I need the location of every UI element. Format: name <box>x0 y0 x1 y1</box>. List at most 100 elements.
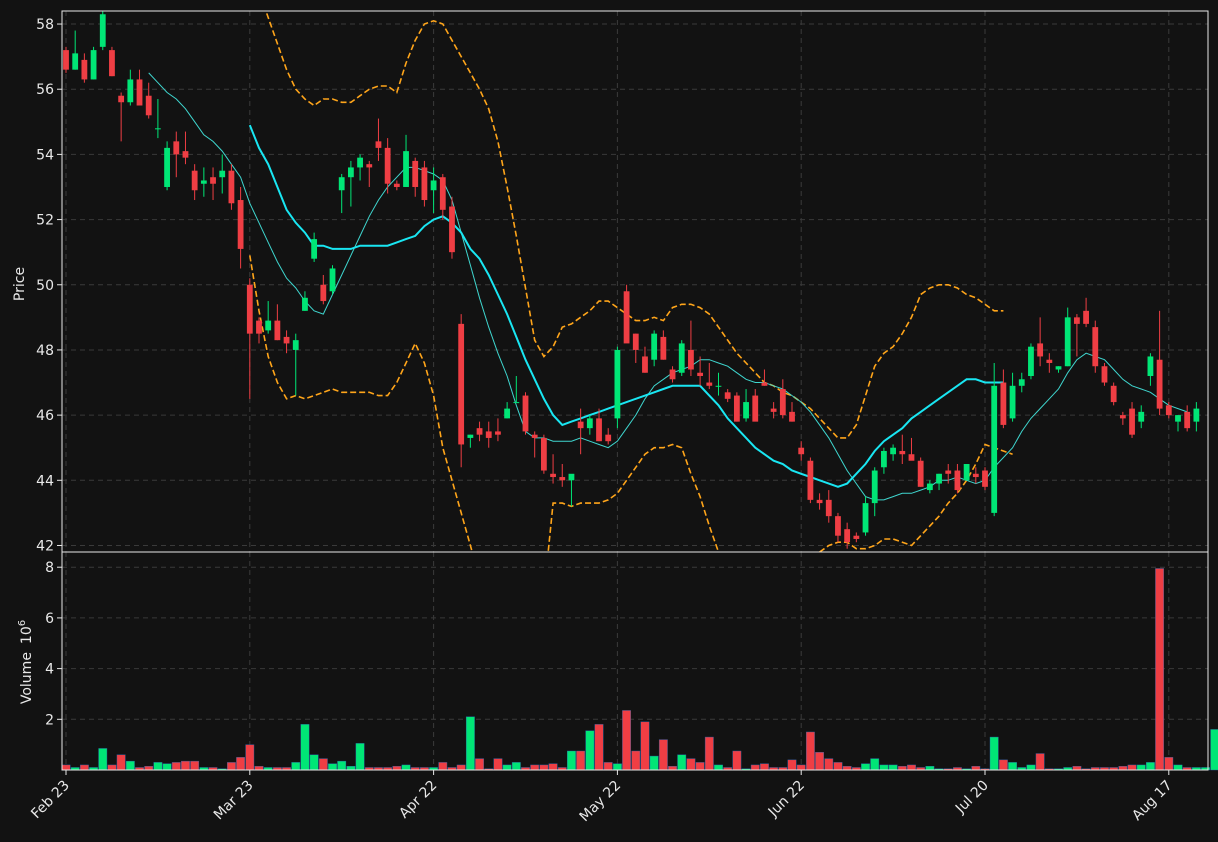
volume-axis-exponent: 6 <box>17 620 28 626</box>
volume-bar <box>1072 765 1082 771</box>
candle-body <box>99 14 106 47</box>
candle-body <box>789 411 795 422</box>
candle-body <box>495 431 501 435</box>
volume-bar <box>870 758 880 771</box>
candle-body <box>127 79 134 103</box>
volume-tick-label: 4 <box>45 662 54 678</box>
volume-bar <box>511 762 521 771</box>
candle-body <box>200 180 207 184</box>
volume-bar <box>162 763 172 771</box>
candle-body <box>770 408 777 412</box>
candle-body <box>320 284 327 302</box>
candle-body <box>816 499 823 504</box>
volume-tick-label: 6 <box>45 611 54 627</box>
volume-bar <box>291 762 301 771</box>
candle-body <box>752 395 759 422</box>
volume-bar <box>475 758 484 771</box>
candle-body <box>458 323 465 445</box>
volume-axis-name: Volume <box>19 652 35 704</box>
volume-bar <box>677 754 687 771</box>
candle-body <box>954 470 961 491</box>
volume-bar <box>815 752 824 771</box>
volume-bar <box>502 764 512 771</box>
volume-bar <box>732 750 742 771</box>
volume-bar <box>1146 762 1155 771</box>
volume-bar <box>805 731 815 771</box>
volume-bar <box>318 758 328 771</box>
candle-body <box>155 128 161 130</box>
bollinger-lower-line <box>249 255 1013 552</box>
price-tick-label: 52 <box>36 213 54 229</box>
candle-body <box>605 434 612 442</box>
candle-body <box>550 473 556 478</box>
candle-body <box>145 95 152 116</box>
candle-body <box>779 389 786 416</box>
volume-bar <box>649 755 659 771</box>
price-tick-label: 50 <box>36 278 54 294</box>
candle-body <box>733 395 740 422</box>
candle-body <box>1110 385 1117 403</box>
volume-bar <box>714 764 723 771</box>
price-tick-label: 54 <box>36 147 54 163</box>
volume-bar <box>1155 568 1165 771</box>
candle-body <box>173 141 180 155</box>
candle-body <box>191 170 198 191</box>
volume-bar <box>1136 764 1146 771</box>
volume-bar <box>171 762 181 771</box>
volume-bar <box>190 760 200 771</box>
candle-body <box>623 291 630 344</box>
volume-bar <box>61 764 71 771</box>
candlesticks <box>63 11 1200 549</box>
volume-bar <box>181 760 190 771</box>
candle-body <box>393 183 400 187</box>
candle-body <box>991 385 998 513</box>
candle-body <box>614 349 621 419</box>
volume-bar <box>760 763 769 771</box>
candle-body <box>586 418 593 429</box>
volume-axis-multiplier: 10 <box>19 626 35 644</box>
volume-panel-frame <box>61 551 1209 771</box>
candle-body <box>669 369 676 380</box>
candle-body <box>357 157 363 168</box>
volume-bar <box>879 764 889 771</box>
volume-bar <box>355 743 365 771</box>
volume-grid <box>57 552 1208 775</box>
candle-body <box>1092 327 1099 367</box>
volume-bar <box>907 764 916 771</box>
candle-body <box>632 333 639 350</box>
candle-body <box>835 516 841 536</box>
candle-body <box>136 79 143 106</box>
volume-bar <box>153 762 163 771</box>
candle-body <box>596 418 602 442</box>
candle-body <box>642 356 648 373</box>
volume-bars <box>61 568 1218 771</box>
candle-body <box>1046 359 1053 363</box>
candle-body <box>283 336 290 344</box>
volume-bar <box>971 765 981 771</box>
price-axis-label: Price <box>12 267 28 301</box>
candle-body <box>1009 385 1016 419</box>
volume-bar <box>576 750 586 771</box>
candle-body <box>366 164 373 168</box>
candle-body <box>1101 366 1108 383</box>
price-tick-label: 48 <box>36 343 54 359</box>
candle-body <box>449 206 455 253</box>
candle-body <box>421 167 428 201</box>
bollinger-upper-line <box>265 11 1004 439</box>
candle-body <box>265 320 272 331</box>
price-tick-label: 46 <box>36 408 54 424</box>
candle-body <box>476 428 483 435</box>
candle-body <box>1037 343 1044 357</box>
candle-body <box>311 239 318 259</box>
candle-body <box>1147 356 1154 377</box>
volume-bar <box>107 764 117 771</box>
volume-bar <box>125 760 135 771</box>
candle-body <box>688 349 694 370</box>
candle-body <box>63 50 69 70</box>
volume-bar <box>346 765 356 771</box>
candle-body <box>807 460 814 500</box>
candle-body <box>522 395 529 432</box>
volume-bar <box>98 748 108 771</box>
